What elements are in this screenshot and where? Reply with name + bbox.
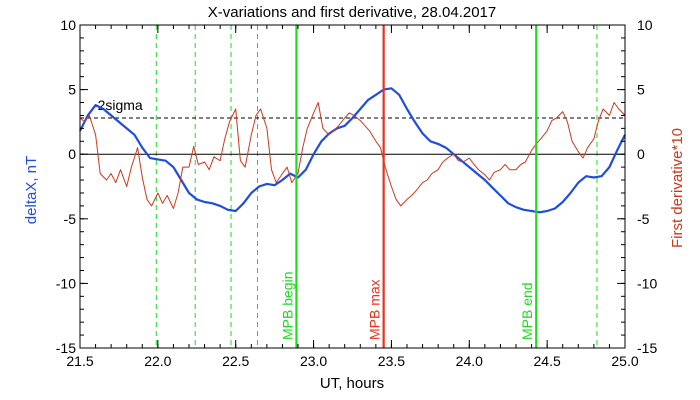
x-tick-label: 23.0	[300, 353, 327, 369]
series-deltaX-line	[79, 87, 626, 214]
y-axis-label-left: deltaX, nT	[23, 156, 40, 224]
y-tick-label-right: -10	[637, 275, 657, 291]
y-tick-label-left: -10	[56, 275, 76, 291]
y-tick-label-right: 10	[637, 17, 653, 33]
y-tick-label-left: 10	[60, 17, 76, 33]
x-tick-label: 24.5	[534, 353, 561, 369]
y-tick-label-right: -5	[637, 211, 650, 227]
marker-label-1: MPB begin	[279, 272, 295, 340]
y-tick-label-left: 0	[68, 146, 76, 162]
marker-label-3: MPB end	[519, 282, 535, 340]
y-axis-label-right: First derivative*10	[669, 128, 686, 248]
sigma-label: 2sigma	[98, 97, 143, 113]
y-tick-label-left: -5	[64, 211, 77, 227]
x-tick-label: 22.5	[222, 353, 249, 369]
x-axis-label: UT, hours	[320, 375, 384, 392]
plot-frame	[79, 24, 626, 349]
marker-label-2: MPB max	[367, 279, 383, 340]
x-tick-label: 21.5	[66, 353, 93, 369]
series-derivative-line	[79, 102, 626, 209]
y-tick-label-right: 5	[637, 82, 645, 98]
x-tick-label: 25.0	[611, 353, 638, 369]
y-tick-label-left: 5	[68, 82, 76, 98]
x-tick-label: 23.5	[378, 353, 405, 369]
y-tick-label-right: 0	[637, 146, 645, 162]
x-tick-label: 22.0	[144, 353, 171, 369]
y-tick-label-right: -15	[637, 340, 657, 356]
plot-area: 2sigma MPB begin MPB max MPB end 21.5 22.0 22.…	[56, 17, 658, 369]
x-tick-label: 24.0	[456, 353, 483, 369]
y-tick-label-left: -15	[56, 340, 76, 356]
chart-title: X-variations and first derivative, 28.04…	[208, 4, 497, 21]
